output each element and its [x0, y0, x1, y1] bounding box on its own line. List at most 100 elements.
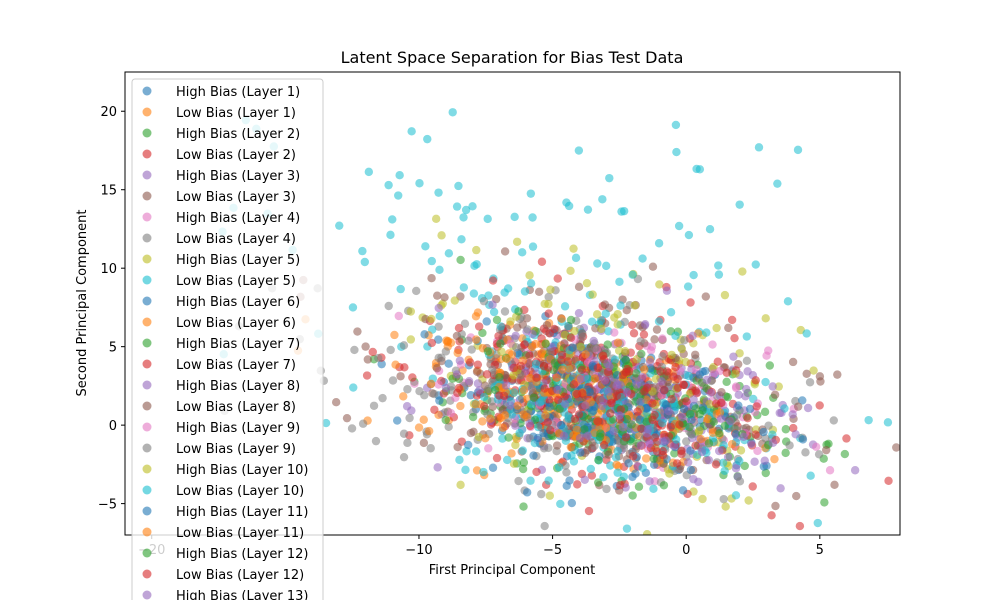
data-point: [618, 423, 627, 432]
data-point: [840, 449, 850, 459]
legend-label: High Bias (Layer 3): [176, 169, 300, 184]
y-tick-label: 20: [100, 105, 117, 120]
data-point: [595, 432, 605, 442]
data-point: [504, 433, 513, 442]
data-point: [471, 335, 481, 344]
data-point: [720, 421, 729, 431]
data-point: [686, 465, 696, 475]
data-point: [464, 440, 473, 450]
data-point: [795, 521, 805, 531]
data-point: [540, 299, 549, 309]
data-point: [587, 471, 597, 480]
data-point: [470, 261, 479, 271]
data-point: [479, 467, 488, 477]
legend-marker: [142, 254, 152, 264]
data-point: [723, 452, 733, 462]
legend-marker: [142, 149, 152, 159]
data-point: [768, 382, 777, 391]
data-point: [540, 384, 549, 393]
data-point: [533, 433, 543, 443]
data-point: [741, 392, 750, 401]
data-point: [830, 480, 839, 490]
data-point: [519, 386, 529, 395]
data-point: [563, 357, 573, 366]
data-point: [727, 315, 737, 325]
data-point: [572, 425, 582, 435]
data-point: [472, 466, 482, 475]
data-point: [637, 424, 646, 433]
data-point: [545, 491, 555, 500]
data-point: [424, 426, 434, 436]
data-point: [702, 375, 712, 385]
data-point: [488, 276, 498, 285]
data-point: [395, 171, 404, 180]
data-point: [645, 477, 654, 486]
data-point: [608, 437, 617, 446]
data-point: [421, 242, 430, 251]
data-point: [525, 351, 534, 361]
data-point: [645, 439, 654, 448]
data-point: [525, 271, 534, 280]
data-point: [659, 481, 669, 490]
data-point: [665, 469, 674, 478]
data-point: [739, 432, 748, 441]
data-point: [601, 309, 610, 318]
legend-label: Low Bias (Layer 8): [176, 400, 296, 415]
data-point: [619, 206, 629, 216]
data-point: [434, 188, 443, 197]
data-point: [522, 488, 532, 497]
data-point: [604, 387, 613, 396]
data-point: [553, 274, 562, 283]
data-point: [679, 404, 689, 414]
data-point: [711, 460, 721, 469]
data-point: [442, 336, 451, 345]
data-point: [648, 262, 658, 271]
data-point: [469, 289, 479, 298]
data-point: [583, 374, 592, 384]
data-point: [532, 373, 541, 382]
data-point: [751, 260, 760, 269]
data-point: [321, 418, 331, 428]
data-point: [489, 307, 499, 317]
legend-marker: [142, 296, 152, 306]
data-point: [622, 524, 632, 533]
data-point: [559, 431, 569, 441]
data-point: [497, 347, 506, 356]
data-point: [587, 317, 597, 326]
data-point: [628, 491, 637, 500]
data-point: [691, 386, 700, 395]
data-point: [715, 366, 725, 376]
data-point: [507, 449, 516, 458]
data-point: [475, 386, 484, 395]
data-point: [525, 419, 534, 428]
legend-marker: [142, 443, 152, 453]
data-point: [721, 502, 730, 511]
data-point: [450, 296, 459, 305]
data-point: [519, 502, 528, 511]
data-point: [734, 401, 743, 410]
data-point: [498, 434, 507, 443]
data-point: [492, 453, 502, 463]
data-point: [589, 336, 598, 346]
data-point: [638, 372, 647, 382]
data-point: [526, 476, 535, 485]
data-point: [509, 388, 519, 397]
data-point: [731, 491, 741, 500]
data-point: [474, 322, 484, 331]
data-point: [781, 448, 790, 458]
data-point: [592, 310, 602, 319]
data-point: [394, 191, 403, 200]
data-point: [671, 362, 680, 372]
data-point: [645, 358, 655, 367]
data-point: [801, 448, 810, 457]
data-point: [564, 364, 574, 373]
data-point: [452, 370, 462, 379]
data-point: [502, 354, 512, 364]
data-point: [500, 247, 510, 256]
data-point: [760, 407, 770, 417]
data-point: [695, 370, 704, 379]
legend-label: High Bias (Layer 1): [176, 85, 300, 100]
data-point: [742, 332, 752, 341]
data-point: [686, 298, 695, 307]
data-point: [500, 307, 510, 316]
